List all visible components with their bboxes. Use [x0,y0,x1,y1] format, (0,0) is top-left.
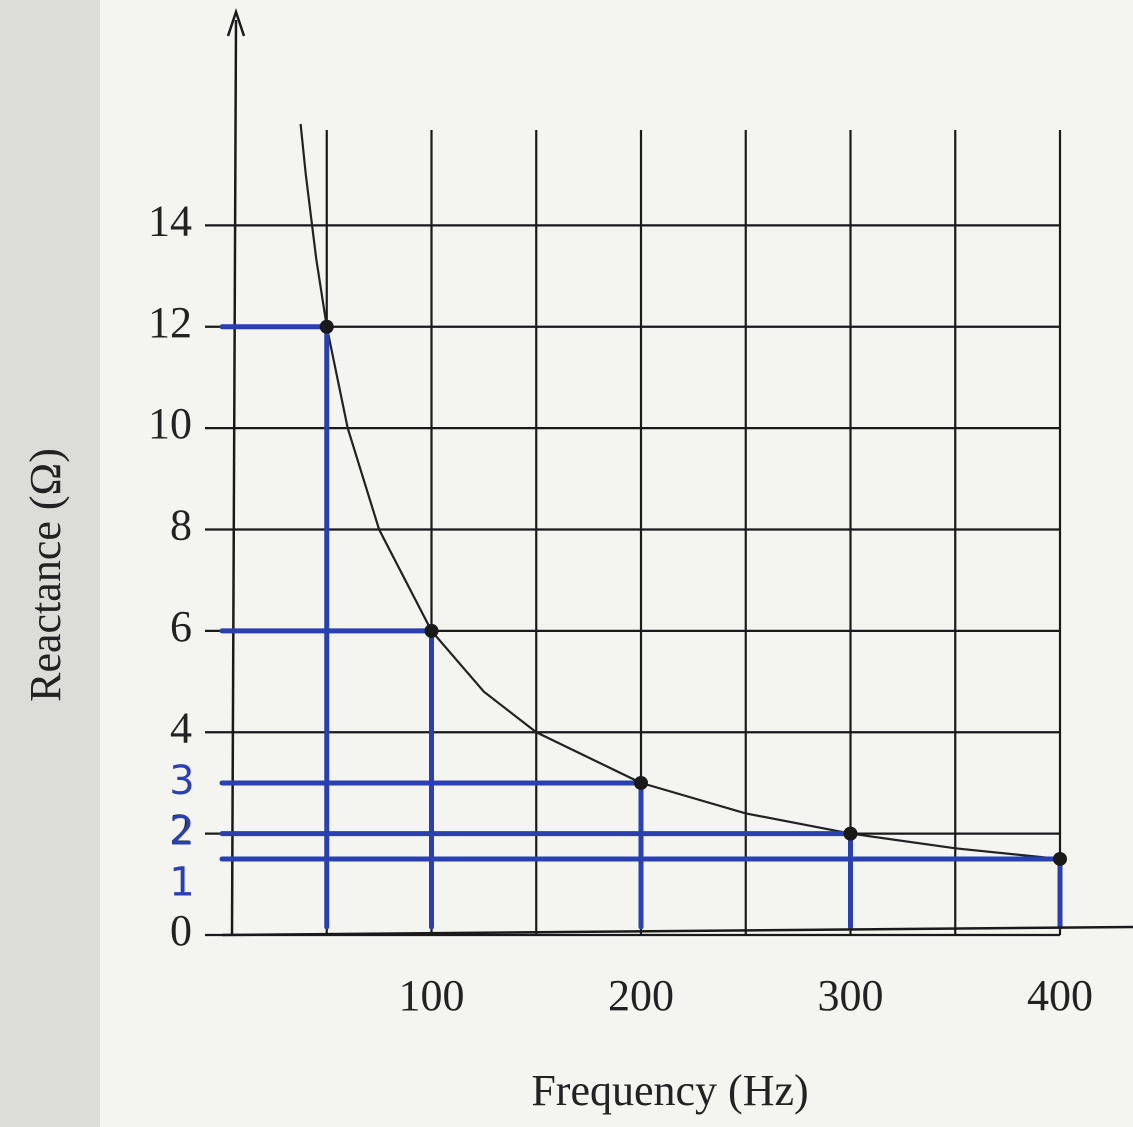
data-point [1053,852,1067,866]
data-point [634,776,648,790]
x-tick-label: 300 [818,971,884,1020]
handwritten-label: 1 [169,859,194,905]
chart: Frequency (Hz) Reactance (Ω) 02468101214… [0,0,1133,1127]
y-tick-label: 0 [170,906,192,955]
data-point [844,827,858,841]
paper [100,0,1133,1127]
x-tick-label: 400 [1027,971,1093,1020]
handwritten-label: 2 [169,809,194,855]
y-axis-title: Reactance (Ω) [21,448,70,702]
y-tick-label: 8 [170,501,192,550]
x-axis-title: Frequency (Hz) [531,1066,808,1115]
y-tick-label: 4 [170,703,192,752]
data-point [320,320,334,334]
handwritten-label: 3 [169,758,194,804]
x-tick-label: 100 [399,971,465,1020]
y-tick-label: 10 [148,399,192,448]
y-tick-label: 14 [148,196,192,245]
data-point [425,624,439,638]
x-tick-label: 200 [608,971,674,1020]
y-tick-label: 12 [148,298,192,347]
y-tick-label: 6 [170,602,192,651]
